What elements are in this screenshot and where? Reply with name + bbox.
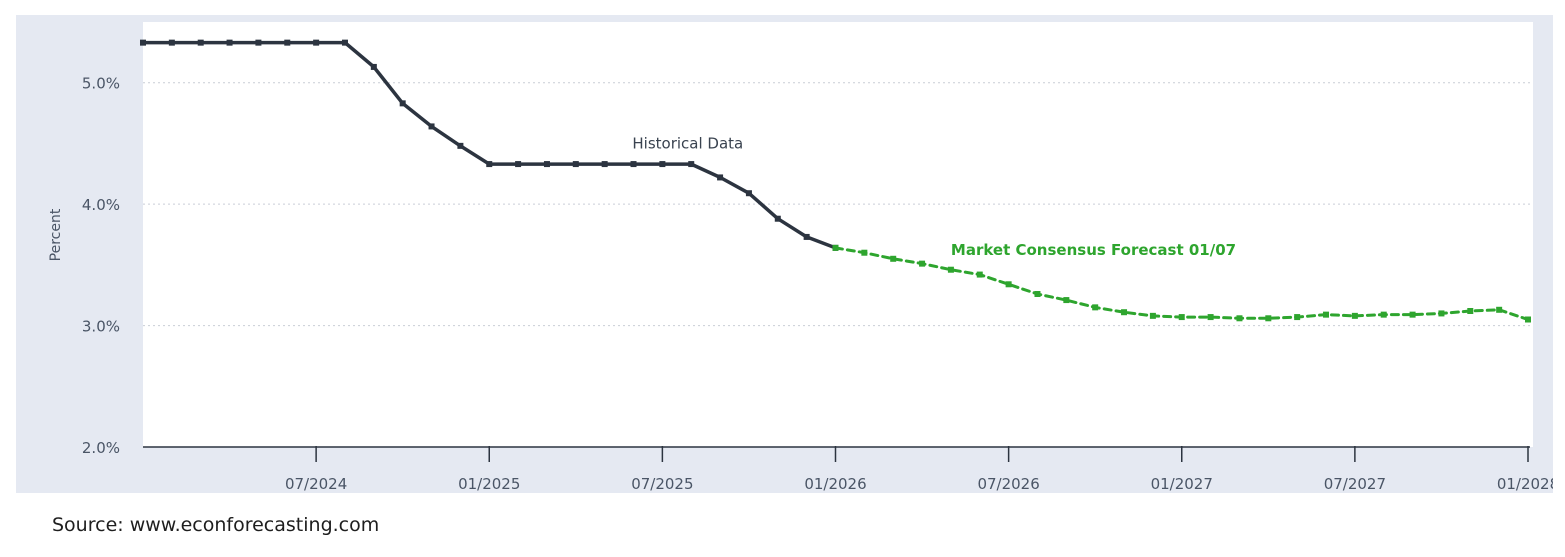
data-point [1467, 308, 1474, 314]
data-point [1525, 316, 1531, 323]
data-point [890, 255, 897, 262]
x-tick-label: 01/2026 [804, 475, 866, 493]
x-tick-label: 07/2024 [285, 475, 347, 493]
plot-area [143, 22, 1533, 447]
x-tick-label: 07/2027 [1324, 475, 1386, 493]
data-point [659, 161, 666, 168]
grid-lines [143, 82, 1533, 327]
data-point [543, 161, 550, 168]
data-point [774, 215, 781, 222]
data-point [140, 39, 146, 46]
data-point [601, 161, 608, 168]
data-point [1178, 314, 1185, 321]
data-point [832, 244, 839, 251]
data-point [1092, 304, 1099, 311]
annotations: Historical Data Market Consensus Forecast… [632, 134, 1236, 259]
data-point [486, 161, 493, 168]
data-point [1236, 315, 1243, 322]
data-point [717, 174, 724, 181]
forecast-label: Market Consensus Forecast 01/07 [951, 241, 1236, 259]
y-tick-label: 2.0% [82, 439, 120, 457]
data-point [803, 233, 810, 240]
y-axis-label: Percent [48, 208, 64, 261]
y-tick-label: 5.0% [82, 75, 120, 93]
data-point [515, 161, 522, 168]
y-tick-label: 4.0% [82, 196, 120, 214]
data-point [399, 100, 406, 107]
data-point [197, 39, 204, 46]
data-point [1294, 314, 1301, 321]
data-point [1063, 297, 1070, 304]
data-point [745, 190, 752, 197]
data-point [284, 39, 291, 46]
data-point [370, 63, 377, 70]
data-point [1265, 315, 1272, 322]
data-point [630, 161, 637, 168]
y-tick-label: 3.0% [82, 318, 120, 336]
data-point [947, 266, 954, 273]
data-point [919, 260, 926, 267]
chart-frame: 2.0% 3.0% 4.0% 5.0% 07/2024 01/2025 07/2025 01/… [16, 15, 1553, 493]
data-point [1409, 311, 1416, 318]
data-point [313, 39, 320, 46]
data-point [255, 39, 262, 46]
data-point [688, 161, 695, 168]
data-point [1380, 311, 1387, 318]
x-tick-label: 01/2028 [1497, 475, 1553, 493]
data-point [341, 39, 348, 46]
x-tick-label: 01/2027 [1151, 475, 1213, 493]
axes: 2.0% 3.0% 4.0% 5.0% 07/2024 01/2025 07/2025 01/… [82, 75, 1553, 493]
data-point [1351, 312, 1358, 319]
data-point [1438, 310, 1445, 317]
historical-label: Historical Data [632, 134, 743, 152]
data-point [428, 123, 435, 130]
data-point [976, 271, 983, 278]
data-point [1207, 314, 1214, 321]
data-point [1034, 291, 1041, 297]
x-tick-label: 01/2025 [458, 475, 520, 493]
data-point [1323, 311, 1330, 318]
data-point [1121, 309, 1128, 316]
data-point [1005, 281, 1012, 288]
x-tick-label: 07/2026 [977, 475, 1039, 493]
data-point [168, 39, 175, 46]
data-point [226, 39, 233, 46]
source-note: Source: www.econforecasting.com [52, 514, 380, 536]
series-forecast [832, 244, 1531, 323]
data-point [1149, 312, 1156, 319]
data-point [572, 161, 579, 168]
line-chart: 2.0% 3.0% 4.0% 5.0% 07/2024 01/2025 07/2025 01/… [48, 22, 1553, 493]
x-tick-label: 07/2025 [631, 475, 693, 493]
data-point [861, 249, 868, 256]
series [140, 39, 1531, 323]
series-historical [140, 39, 839, 251]
data-point [1496, 306, 1503, 313]
data-point [457, 142, 464, 149]
